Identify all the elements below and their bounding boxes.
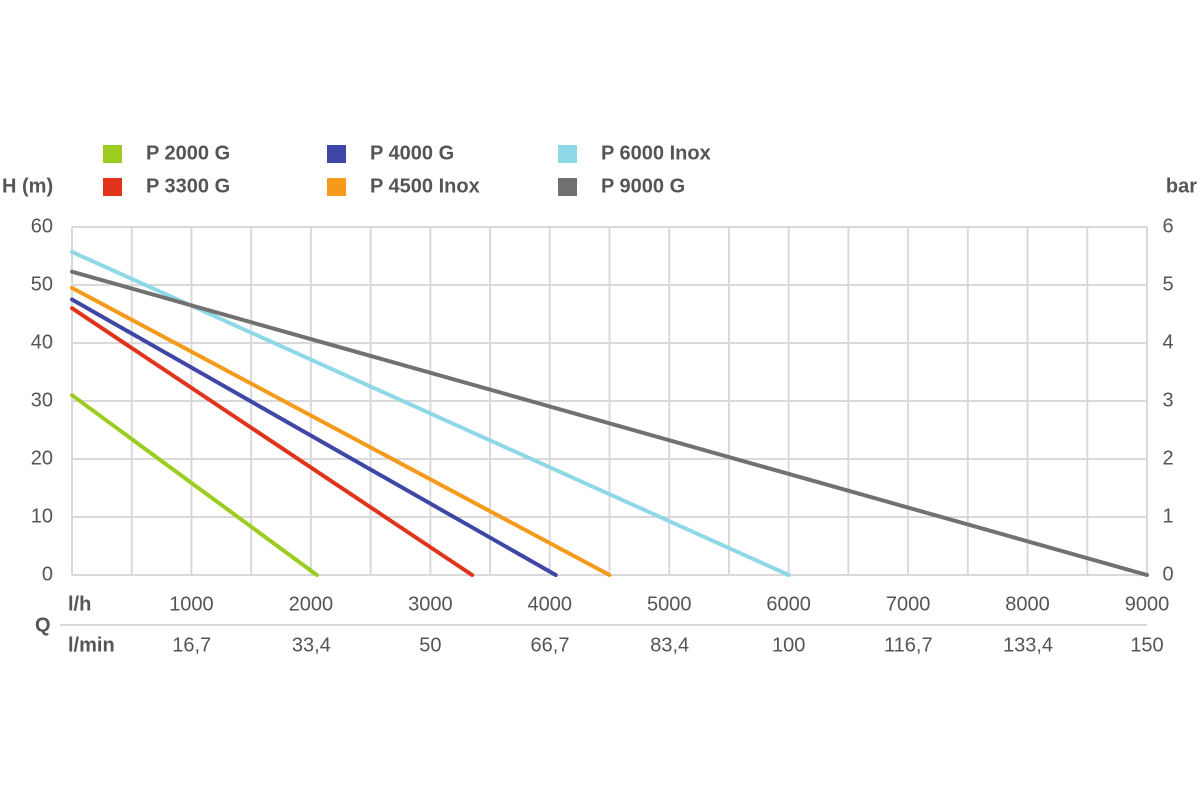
y2-tick-label: 3 — [1162, 389, 1173, 411]
x-group-label: Q — [35, 614, 51, 636]
y-tick-label: 30 — [31, 389, 53, 411]
x2-tick-label: 100 — [772, 634, 805, 656]
x-tick-label: 1000 — [169, 593, 214, 615]
legend-swatch — [327, 178, 346, 196]
y-tick-label: 10 — [31, 505, 53, 527]
legend-label: P 4000 G — [370, 142, 454, 164]
x2-tick-label: 16,7 — [172, 634, 211, 656]
legend-label: P 6000 Inox — [601, 142, 711, 164]
legend-swatch — [103, 145, 122, 163]
y-axis-label: H (m) — [2, 175, 53, 197]
y2-tick-label: 4 — [1162, 331, 1173, 353]
y2-tick-label: 1 — [1162, 505, 1173, 527]
y-tick-label: 50 — [31, 273, 53, 295]
legend-label: P 9000 G — [601, 175, 685, 197]
x2-tick-label: 33,4 — [292, 634, 331, 656]
series-line — [70, 297, 558, 577]
x2-tick-label: 116,7 — [884, 634, 933, 656]
y-tick-label: 40 — [31, 331, 53, 353]
legend-label: P 3300 G — [146, 175, 230, 197]
y2-tick-label: 2 — [1162, 447, 1173, 469]
x2-tick-label: 50 — [419, 634, 441, 656]
x-tick-label: 8000 — [1005, 593, 1050, 615]
x2-tick-label: 66,7 — [531, 634, 570, 656]
legend-label: P 2000 G — [146, 142, 230, 164]
y2-tick-label: 0 — [1162, 563, 1173, 585]
x-tick-label: 5000 — [647, 593, 692, 615]
x-tick-label: 2000 — [289, 593, 334, 615]
legend-swatch — [558, 178, 577, 196]
series-line — [70, 285, 612, 577]
x-tick-label: 4000 — [528, 593, 573, 615]
y-tick-label: 0 — [42, 563, 53, 585]
x2-axis-label: l/min — [68, 634, 115, 656]
series-line — [70, 393, 319, 577]
legend-swatch — [327, 145, 346, 163]
x2-tick-label: 83,4 — [650, 634, 689, 656]
x-tick-label: 7000 — [886, 593, 931, 615]
x-tick-label: 9000 — [1125, 593, 1170, 615]
legend-label: P 4500 Inox — [370, 175, 480, 197]
y2-tick-label: 6 — [1162, 215, 1173, 237]
x-tick-label: 3000 — [408, 593, 453, 615]
y2-tick-label: 5 — [1162, 273, 1173, 295]
y2-axis-label: bar — [1166, 175, 1197, 197]
series-line — [70, 269, 1149, 577]
x-tick-label: 6000 — [766, 593, 811, 615]
series-line — [70, 306, 475, 577]
y-tick-label: 20 — [31, 447, 53, 469]
y-tick-label: 60 — [31, 215, 53, 237]
legend-swatch — [558, 145, 577, 163]
legend-swatch — [103, 178, 122, 196]
x-axis-label: l/h — [68, 593, 91, 615]
x2-tick-label: 150 — [1130, 634, 1163, 656]
x2-tick-label: 133,4 — [1003, 634, 1053, 656]
